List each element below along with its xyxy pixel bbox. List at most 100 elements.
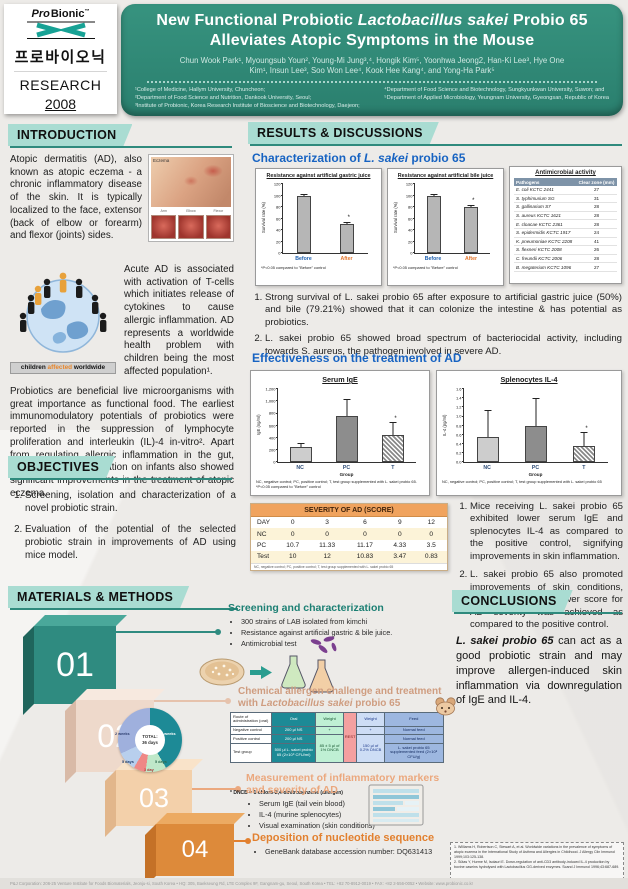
significance-star: * — [585, 425, 588, 432]
bar-Before — [297, 195, 312, 253]
severity-table-footnote: NC, negative control; PC, positive contr… — [251, 562, 447, 570]
section-objectives: OBJECTIVES — [8, 456, 232, 480]
microplate-icon — [368, 784, 424, 826]
bullet-item: Resistance against artificial gastric & … — [241, 628, 444, 639]
table-row: Test 10 12 10.83 3.47 0.83 — [251, 551, 447, 563]
caption-word-affected: affected — [47, 363, 73, 371]
table-row: PC 10.7 11.33 11.17 4.33 3.5 — [257, 541, 436, 549]
step-3-title-line2: and severity of AD — [246, 784, 338, 797]
objectives-list: Screening, isolation and characterizatio… — [10, 490, 236, 572]
connector-line-2 — [154, 698, 231, 704]
x-tick-label: PC — [531, 465, 540, 471]
affiliations-left: ¹College of Medicine, Hallym University,… — [135, 86, 360, 110]
affiliation: ⁴Department of Food Science and Biotechn… — [384, 86, 605, 93]
table-row: S. epidermidis KCTC 1917 24 — [514, 228, 617, 238]
bar-NC — [477, 436, 499, 462]
eczema-caption: Arm — [160, 209, 167, 213]
connector-line-3 — [192, 786, 241, 792]
severity-table-grid: DAY 0 3 6 9 12 NC 0 0 0 0 0 PC 10.7 11.33 11.17 4.33 3.5 T… — [251, 517, 447, 563]
table-row: C. freundii KCTC 2006 28 — [514, 254, 617, 264]
table-row: S. flexneri KCTC 2008 26 — [514, 245, 617, 255]
table-row: Positive control 200 μl NS 85 ± 5 μl of 1%… — [229, 734, 445, 763]
finding-item: L. sakei probio 65 showed broad spectrum… — [265, 333, 622, 358]
section-results: RESULTS & DISCUSSIONS — [248, 122, 622, 146]
cube-side-face — [105, 770, 116, 837]
significance-star: * — [347, 215, 350, 222]
table-row: E. coli KCTC 2441 27 — [514, 186, 617, 195]
globe-children-icon — [19, 272, 107, 353]
section-materials-methods: MATERIALS & METHODS — [8, 586, 238, 610]
table-row: E. cloacae KCTC 2361 28 — [514, 219, 617, 229]
bar-slot — [477, 389, 499, 462]
splenocytes-il4-bar-chart: Splenocytes IL-4 IL-4 (pg/ml) 0.0 0.2 0.4 0.6… — [436, 370, 622, 496]
affiliations: ¹College of Medicine, Hallym University,… — [133, 86, 611, 110]
findings-list-1: Strong survival of L. sakei probio 65 af… — [250, 292, 622, 358]
antimicrobial-table-grid: Pathogens Clear zone (mm) E. coli KCTC 244… — [514, 178, 617, 272]
flasks-bacteria-icon — [281, 636, 337, 693]
step-2-title: Chemical allergen challenge and treatmen… — [238, 686, 450, 709]
globe-caption: children affected worldwide — [10, 361, 116, 375]
table-row: DAY 0 3 6 9 12 — [257, 519, 435, 527]
dotted-divider — [147, 80, 597, 83]
intro-paragraph-3: Probiotics are beneficial live microorga… — [10, 386, 234, 501]
eczema-photo-tile — [151, 214, 177, 239]
conclusion-lead: L. sakei probio 65 — [456, 635, 554, 647]
step-3-title-line1: Measurement of inflammatory markers — [246, 772, 440, 784]
donut-center-line2: 36 days — [142, 740, 158, 745]
table-row: S. aureus KCTC 1621 28 — [514, 211, 617, 221]
step-3-bullets: Serum IgE (tail vein blood) IL-4 (murine… — [250, 799, 420, 832]
bullet-item: GeneBank database accession number: DQ63… — [265, 847, 436, 858]
dncb-footnote: * DNCB = 1-chloro-2,4-dinitrobenzene (al… — [230, 790, 343, 796]
poster-title: New Functional Probiotic Lactobacillus s… — [133, 11, 611, 52]
heading-underline — [454, 612, 622, 614]
table-row: S. gallinarium S7 28 — [514, 202, 617, 212]
x-tick-label: Before — [295, 256, 312, 262]
caption-word: worldwide — [73, 363, 106, 371]
eczema-captions: Arm Elbow Flexor — [151, 209, 231, 214]
step-number: 04 — [156, 824, 234, 876]
eczema-closeup-photos — [151, 214, 231, 239]
cube-side-face — [23, 626, 34, 715]
serum-ige-bar-chart: Serum IgE IgE (ng/ml) 0 200 400 600 800 1,000 1,… — [250, 370, 430, 496]
bullet-item: IL-4 (murine splenocytes) — [259, 810, 420, 821]
bar-PC — [336, 416, 358, 462]
intro-text-1: Atopic dermatitis (AD), also known as at… — [10, 154, 142, 242]
section-conclusions: CONCLUSIONS — [452, 590, 622, 614]
error-bar — [343, 221, 351, 225]
heading-underline — [10, 608, 238, 610]
arrow-right-icon — [250, 666, 272, 679]
step-2-title-species: Lactobacillus sakei — [260, 697, 353, 709]
reference-item: 1. Williams H, Robertson C, Stewart A, e… — [454, 845, 616, 860]
objective-item: Screening, isolation and characterizatio… — [25, 490, 236, 515]
bar-After — [339, 224, 354, 253]
step-1-title: Screening and characterization — [228, 602, 384, 614]
x-tick-label: PC — [342, 465, 351, 471]
bar-PC — [525, 425, 547, 462]
year-label: 2008 — [44, 96, 77, 112]
connector-line-1 — [116, 629, 221, 635]
subheading-part: Characterization of — [252, 151, 365, 165]
error-bar — [532, 398, 540, 426]
donut-segment-label: 5 days — [155, 760, 167, 764]
cube-side-face — [65, 700, 76, 783]
eczema-hand-photo: Eczema — [151, 157, 231, 207]
subheading-characterization: Characterization of L. sakei probio 65 — [252, 151, 465, 165]
title-part: Probio 65 — [508, 12, 588, 29]
intro-paragraph-1: Eczema Arm Elbow Flexor Atopic dermatiti… — [10, 154, 234, 258]
people-silhouettes — [19, 272, 107, 332]
error-bar — [297, 443, 305, 447]
heading-underline — [10, 478, 232, 480]
donut-segment-label: 2 weeks — [115, 732, 130, 736]
method-step-4-cube: 04 — [145, 813, 245, 887]
caption-word: children — [20, 363, 46, 371]
section-heading: INTRODUCTION — [8, 124, 132, 146]
bullet-item: Antimicrobial test — [241, 639, 444, 650]
affiliation: ⁵Department of Applied Microbiology, Yeu… — [384, 95, 609, 102]
table-row: K. pneumoniae KCTC 2208 41 — [514, 237, 617, 247]
bullet-item: 300 strains of LAB isolated from kimchi — [241, 617, 444, 628]
intro-paragraph-2: children affected worldwide Acute AD is … — [10, 264, 234, 380]
subheading-effectiveness: Effectiveness on the treatment of AD — [252, 351, 462, 365]
intro-text-3: Probiotics are beneficial live microorga… — [10, 386, 234, 499]
x-tick-label: After — [464, 256, 478, 262]
eczema-photos-image: Eczema Arm Elbow Flexor — [148, 154, 234, 242]
